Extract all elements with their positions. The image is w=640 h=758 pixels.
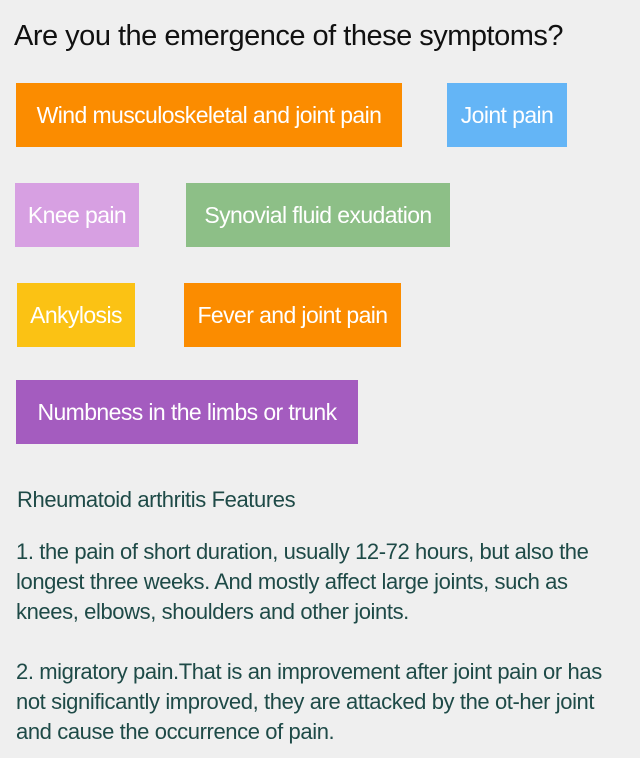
- symptom-tag-label: Ankylosis: [30, 301, 122, 328]
- symptom-tag-ankylosis[interactable]: Ankylosis: [17, 283, 135, 347]
- symptom-tag-label: Numbness in the limbs or trunk: [37, 398, 337, 425]
- page-title: Are you the emergence of these symptoms?: [14, 20, 564, 52]
- feature-point-2: 2. migratory pain.That is an improvement…: [16, 659, 602, 744]
- symptom-tag-label: Joint pain: [460, 101, 554, 128]
- symptom-tag-wind-musculoskeletal[interactable]: Wind musculoskeletal and joint pain: [16, 83, 402, 147]
- symptom-tag-numbness[interactable]: Numbness in the limbs or trunk: [16, 380, 358, 444]
- symptom-tag-label: Synovial fluid exudation: [204, 201, 432, 228]
- symptom-tag-synovial-fluid[interactable]: Synovial fluid exudation: [186, 183, 450, 247]
- features-title: Rheumatoid arthritis Features: [17, 487, 296, 512]
- symptom-tag-joint-pain[interactable]: Joint pain: [447, 83, 567, 147]
- symptom-tag-label: Wind musculoskeletal and joint pain: [36, 101, 382, 128]
- symptom-tag-label: Knee pain: [27, 201, 127, 228]
- symptom-tag-knee-pain[interactable]: Knee pain: [15, 183, 139, 247]
- symptom-tag-label: Fever and joint pain: [197, 301, 388, 328]
- feature-point-1: 1. the pain of short duration, usually 1…: [16, 539, 589, 624]
- symptom-tag-fever-joint-pain[interactable]: Fever and joint pain: [184, 283, 401, 347]
